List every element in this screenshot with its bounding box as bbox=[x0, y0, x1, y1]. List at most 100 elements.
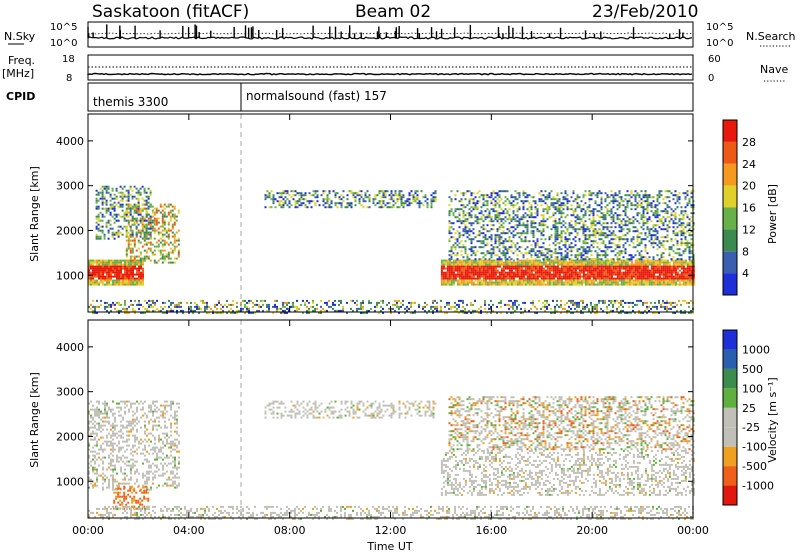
power-data-cell bbox=[109, 207, 112, 210]
power-data-cell bbox=[139, 233, 142, 236]
power-data-cell bbox=[636, 250, 639, 253]
power-data-cell bbox=[208, 311, 210, 314]
power-data-cell bbox=[133, 241, 136, 244]
power-data-cell bbox=[646, 226, 649, 229]
power-data-cell bbox=[620, 196, 623, 199]
power-data-cell bbox=[646, 222, 649, 225]
power-data-cell bbox=[466, 256, 469, 259]
power-data-cell bbox=[476, 265, 479, 268]
power-data-cell bbox=[322, 192, 325, 195]
power-data-cell bbox=[143, 225, 146, 228]
power-data-cell bbox=[590, 234, 593, 237]
power-data-cell bbox=[564, 254, 567, 257]
power-data-cell bbox=[125, 229, 128, 232]
power-data-cell bbox=[112, 261, 114, 264]
power-data-cell bbox=[134, 281, 136, 284]
power-data-cell bbox=[554, 208, 557, 211]
power-data-cell bbox=[446, 279, 449, 282]
power-data-cell bbox=[532, 259, 535, 262]
power-data-cell bbox=[139, 241, 142, 244]
power-data-cell bbox=[362, 206, 365, 209]
power-data-cell bbox=[464, 206, 467, 209]
power-data-cell bbox=[162, 301, 164, 304]
power-data-cell bbox=[492, 250, 495, 253]
power-data-cell bbox=[618, 273, 621, 276]
power-data-cell bbox=[686, 267, 689, 270]
power-data-cell bbox=[139, 191, 142, 194]
power-data-cell bbox=[143, 199, 146, 202]
power-data-cell bbox=[578, 238, 581, 241]
power-data-cell bbox=[125, 209, 128, 212]
power-data-cell bbox=[508, 271, 511, 274]
power-data-cell bbox=[125, 247, 128, 250]
power-data-cell bbox=[161, 245, 164, 248]
power-data-cell bbox=[688, 250, 691, 253]
power-data-cell bbox=[662, 261, 665, 264]
power-data-cell bbox=[556, 273, 559, 276]
power-data-cell bbox=[95, 205, 98, 208]
power-data-cell bbox=[618, 277, 621, 280]
power-data-cell bbox=[566, 261, 569, 264]
power-data-cell bbox=[474, 267, 477, 270]
power-data-cell bbox=[454, 261, 457, 264]
power-data-cell bbox=[462, 275, 465, 278]
power-data-cell bbox=[670, 281, 673, 284]
power-data-cell bbox=[684, 259, 687, 262]
power-data-cell bbox=[125, 255, 128, 258]
power-data-cell bbox=[562, 256, 565, 259]
power-data-cell bbox=[544, 271, 547, 274]
power-data-cell bbox=[474, 204, 477, 207]
power-data-cell bbox=[512, 259, 515, 262]
power-data-cell bbox=[518, 263, 521, 266]
power-data-cell bbox=[124, 281, 126, 284]
power-data-cell bbox=[634, 271, 637, 274]
power-data-cell bbox=[326, 198, 329, 201]
power-data-cell bbox=[97, 193, 100, 196]
power-data-cell bbox=[142, 311, 144, 314]
power-data-cell bbox=[114, 263, 116, 266]
power-data-cell bbox=[278, 200, 281, 203]
power-data-cell bbox=[504, 283, 507, 286]
power-data-cell bbox=[546, 250, 549, 253]
power-data-cell bbox=[544, 220, 547, 223]
power-data-cell bbox=[664, 267, 667, 270]
power-data-cell bbox=[88, 277, 90, 280]
power-data-cell bbox=[614, 273, 617, 276]
power-data-cell bbox=[612, 232, 615, 235]
power-data-cell bbox=[516, 263, 519, 266]
power-data-cell bbox=[504, 256, 507, 259]
power-data-cell bbox=[468, 222, 471, 225]
power-data-cell bbox=[127, 207, 130, 210]
power-data-cell bbox=[108, 259, 110, 262]
power-data-cell bbox=[169, 209, 172, 212]
power-data-cell bbox=[102, 279, 104, 282]
power-data-cell bbox=[600, 202, 603, 205]
power-data-cell bbox=[684, 261, 687, 264]
power-data-cell bbox=[648, 269, 651, 272]
power-data-cell bbox=[680, 244, 683, 247]
power-data-cell bbox=[624, 250, 627, 253]
power-data-cell bbox=[660, 222, 663, 225]
power-data-cell bbox=[646, 236, 649, 239]
power-data-cell bbox=[526, 224, 529, 227]
power-data-cell bbox=[474, 202, 477, 205]
power-data-cell bbox=[684, 206, 687, 209]
power-data-cell bbox=[482, 271, 485, 274]
power-data-cell bbox=[442, 271, 445, 274]
power-data-cell bbox=[660, 277, 663, 280]
power-data-cell bbox=[334, 196, 337, 199]
power-data-cell bbox=[458, 246, 461, 249]
power-data-cell bbox=[612, 279, 615, 282]
power-data-cell bbox=[636, 236, 639, 239]
power-data-cell bbox=[117, 205, 120, 208]
power-data-cell bbox=[642, 263, 645, 266]
power-data-cell bbox=[650, 261, 653, 264]
power-data-cell bbox=[147, 195, 150, 198]
power-data-cell bbox=[452, 265, 455, 268]
power-data-cell bbox=[622, 277, 625, 280]
power-data-cell bbox=[592, 246, 595, 249]
power-data-cell bbox=[574, 208, 577, 211]
power-data-cell bbox=[606, 263, 609, 266]
power-data-cell bbox=[104, 277, 106, 280]
power-data-cell bbox=[118, 275, 120, 278]
